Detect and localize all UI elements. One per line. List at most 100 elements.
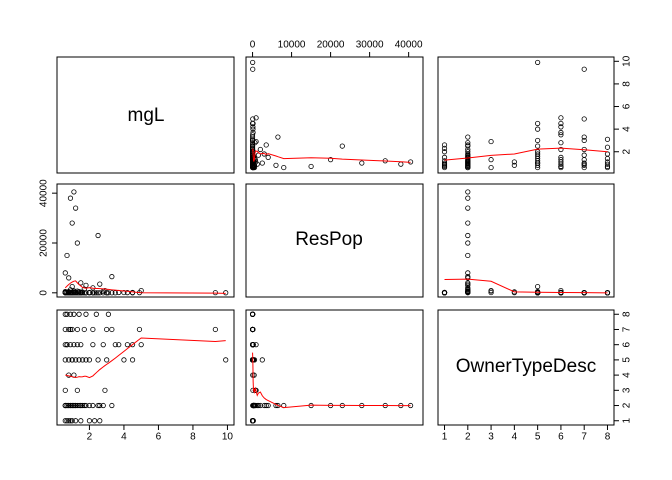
data-point [67,342,74,348]
tick-label: 8 [622,81,633,87]
data-point [308,163,314,170]
data-point [74,387,80,393]
data-point [64,311,70,317]
data-point [104,326,110,333]
data-point [95,357,101,363]
data-point [104,357,110,363]
data-point [102,387,108,393]
data-point [95,232,101,239]
data-point [86,357,93,363]
data-point [581,161,587,167]
data-point [265,402,271,409]
data-point [112,342,118,348]
data-point [67,418,74,424]
tick-label: 40000 [39,179,50,207]
data-point [465,252,471,259]
data-point [223,290,229,296]
data-point [64,289,70,295]
data-point [339,143,345,149]
data-point [581,116,587,122]
data-point [109,274,115,280]
data-point [441,145,448,151]
tick-label: 7 [622,326,633,332]
data-point [66,326,72,333]
tick-label: 5 [622,357,633,363]
data-point [535,283,541,290]
data-point [558,129,564,136]
data-point [95,290,101,296]
data-point [465,158,471,164]
data-point [327,157,334,163]
data-point [74,240,80,246]
data-point [558,115,564,121]
lowess-smoother-line [444,278,608,294]
lowess-smoother-line [64,280,226,294]
data-point [441,142,448,148]
data-point [441,160,448,166]
data-point [281,164,287,171]
y-axis-right-OwnerTypeDesc: 1 2 3 4 5 6 7 8 [613,311,633,424]
tick-label: 20000 [39,229,50,257]
data-point [511,159,517,165]
data-point [74,402,80,409]
tick-label: 4 [121,432,127,443]
data-point [535,59,541,66]
data-point [129,342,136,348]
data-point [97,402,103,409]
data-point [69,283,75,290]
data-point [62,387,68,393]
tick-label: 10000 [278,40,306,51]
data-point [102,287,108,294]
data-point [223,357,229,363]
data-point [86,402,93,409]
x-axis-bottom-mgL: 2 4 6 8 10 [87,424,233,443]
data-point [465,189,471,195]
panel-frame [245,309,424,426]
lowess-smoother-line [444,147,608,161]
data-point [441,290,448,296]
data-point [69,357,75,363]
data-point [253,115,259,121]
data-point [62,326,68,333]
data-point [74,288,80,294]
data-point [69,418,75,424]
data-point [259,160,265,166]
tick-label: 2 [622,402,633,408]
data-point [558,140,564,146]
tick-label: 1 [622,418,633,424]
data-point [581,152,587,158]
data-point [109,402,115,409]
data-point [535,151,541,157]
data-point [71,342,77,348]
data-point [252,140,258,146]
tick-label: 4 [512,432,518,443]
data-point [67,195,74,201]
data-point [465,270,471,276]
data-point [62,270,68,276]
data-point [67,311,74,317]
data-point [95,402,101,409]
data-point [81,290,87,296]
data-point [359,160,365,166]
data-point [100,342,106,348]
tick-label: 30000 [356,40,384,51]
data-point [441,158,448,164]
data-point [257,146,263,153]
data-point [250,129,256,136]
data-point [251,357,257,363]
data-point [124,342,130,348]
data-point [249,136,256,142]
tick-label: 2 [622,149,633,155]
data-point [64,252,70,259]
data-point [90,402,96,409]
tick-label: 8 [190,432,196,443]
y-axis-right-mgL: 2 4 6 8 10 [613,55,633,155]
data-point [62,357,68,363]
data-point [441,149,448,155]
data-point [398,161,404,167]
data-point [64,342,70,348]
data-point [250,126,256,132]
tick-label: 1 [442,432,448,443]
